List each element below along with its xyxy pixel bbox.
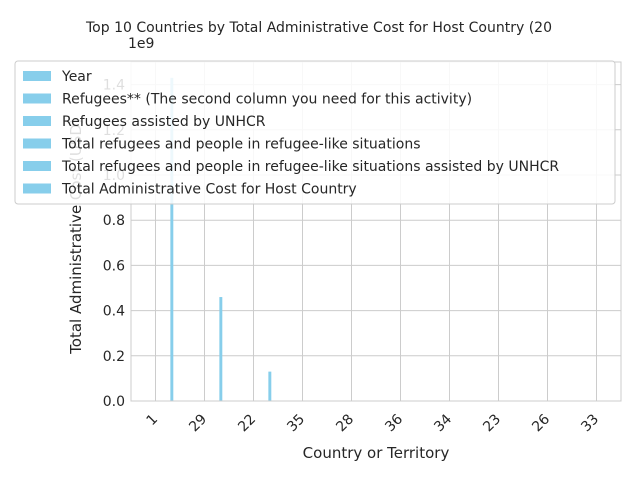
legend-swatch (23, 183, 51, 194)
y-tick-label: 0.2 (103, 349, 125, 365)
legend-box (14, 60, 616, 205)
x-tick-label: 35 (284, 411, 308, 435)
x-tick-label: 23 (480, 411, 504, 435)
x-tick-labels: 1 29 22 35 28 36 34 23 26 33 (144, 411, 603, 435)
legend-label: Year (61, 69, 92, 85)
legend-swatch (23, 93, 51, 104)
x-tick-label: 22 (235, 411, 259, 435)
bar (268, 371, 272, 401)
bar (170, 77, 174, 401)
legend-label: Refugees** (The second column you need f… (62, 92, 472, 108)
legend-label: Refugees assisted by UNHCR (62, 114, 266, 130)
y-tick-label: 0.0 (103, 394, 125, 410)
y-offset-label: 1e9 (128, 36, 154, 52)
y-tick-label: 0.8 (103, 213, 125, 229)
bar (219, 297, 223, 401)
bars (170, 77, 272, 401)
chart-title: Top 10 Countries by Total Administrative… (85, 20, 552, 36)
legend-swatch (23, 116, 51, 126)
legend-swatch (23, 161, 51, 171)
x-tick-label: 26 (529, 411, 553, 435)
legend-label: Total refugees and people in refugee-lik… (61, 137, 421, 153)
legend: Year Refugees** (The second column you ne… (14, 60, 616, 205)
x-tick-label: 28 (333, 411, 357, 435)
x-axis-label: Country or Territory (303, 444, 450, 462)
x-tick-label: 34 (431, 411, 455, 435)
y-tick-label: 0.4 (103, 304, 125, 320)
x-tick-label: 1 (144, 411, 162, 429)
legend-swatch (23, 138, 51, 149)
x-tick-label: 36 (382, 411, 406, 435)
x-tick-label: 33 (578, 411, 602, 435)
legend-label: Total Administrative Cost for Host Count… (61, 182, 357, 198)
y-tick-label: 0.6 (103, 258, 125, 274)
legend-swatch (23, 71, 51, 81)
x-tick-label: 29 (186, 411, 210, 435)
legend-label: Total refugees and people in refugee-lik… (61, 159, 559, 175)
